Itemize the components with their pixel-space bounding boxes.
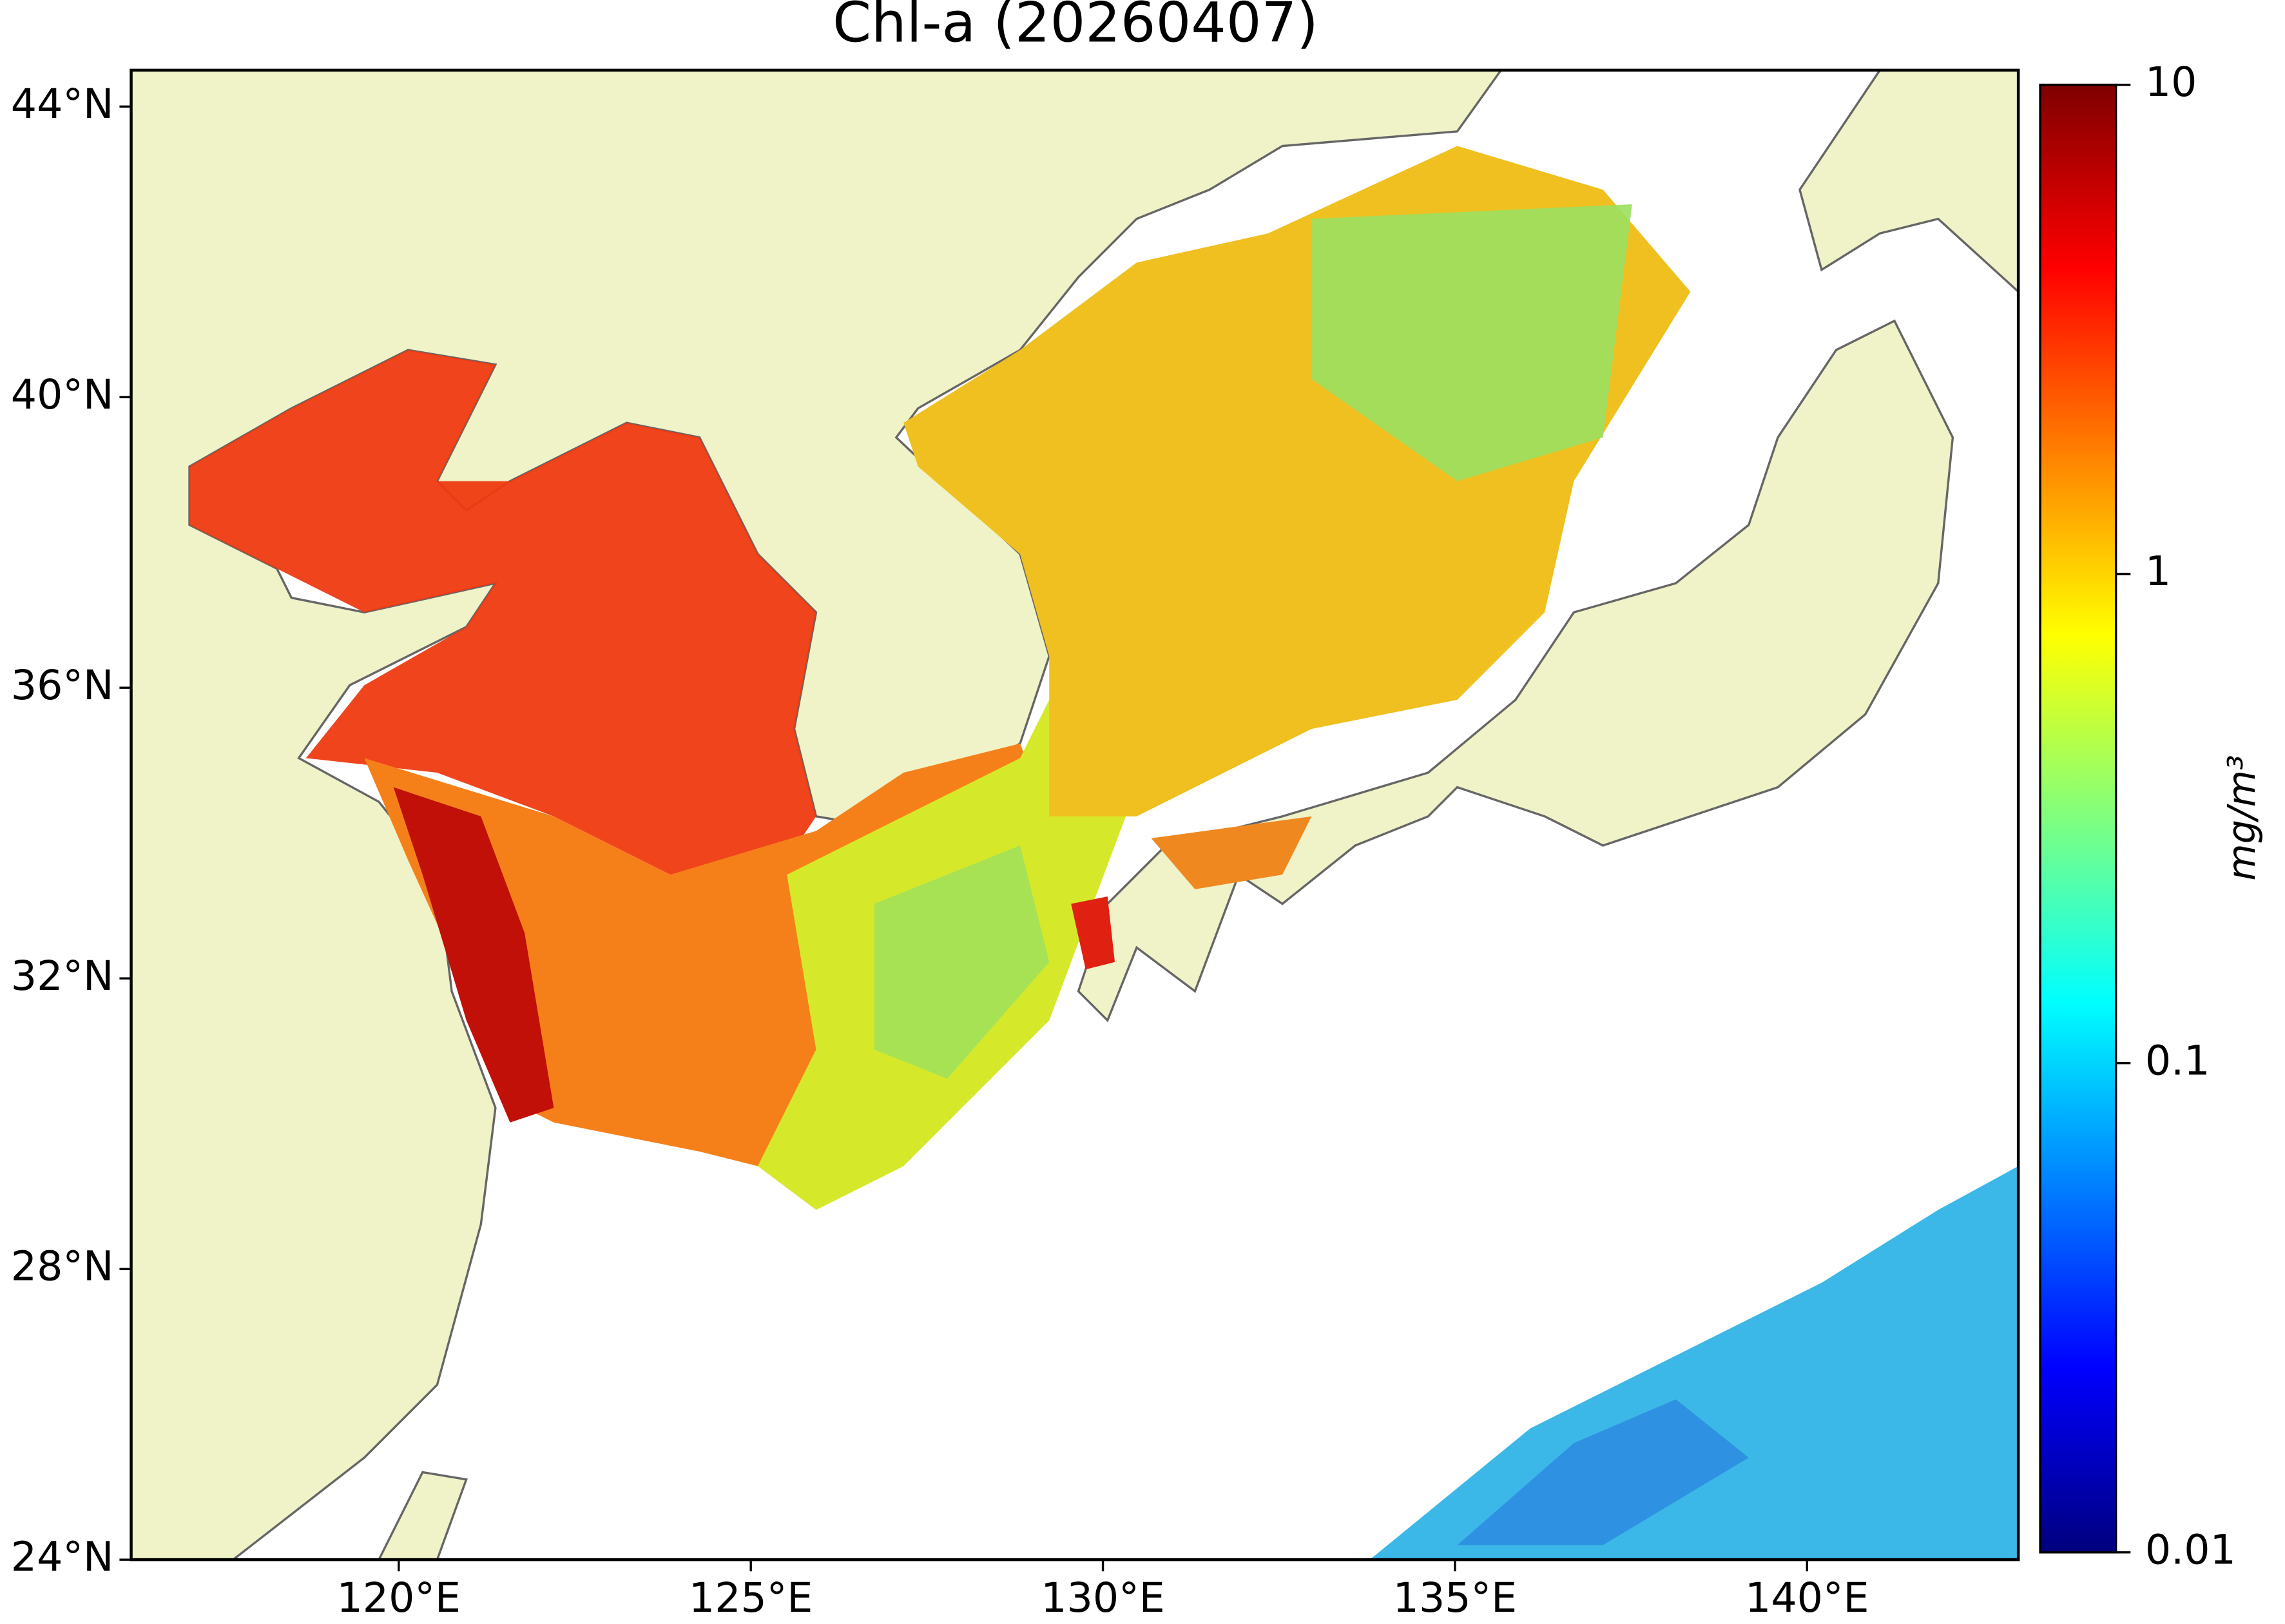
land <box>378 1471 468 1560</box>
chl-high <box>189 350 816 875</box>
chl-ocean <box>1369 1166 2019 1560</box>
x-tick-label: 130°E <box>1041 1574 1165 1621</box>
x-tick-label: 135°E <box>1393 1574 1518 1621</box>
y-tick-label: 40°N <box>11 371 114 418</box>
chl-high <box>1071 896 1115 970</box>
plot-frame <box>130 68 2020 1561</box>
y-tick-label: 44°N <box>11 80 114 128</box>
y-tick-label: 24°N <box>11 1533 114 1581</box>
colorbar-tick-label: 0.01 <box>2145 1525 2236 1573</box>
chl-river <box>393 787 554 1123</box>
y-tick-label: 28°N <box>11 1242 114 1290</box>
chl-low <box>1311 204 1632 481</box>
chart-title: Chl-a (20260407) <box>833 0 1318 55</box>
x-tick-label: 125°E <box>689 1574 813 1621</box>
x-tick-label: 140°E <box>1745 1574 1869 1621</box>
y-tick-label: 32°N <box>11 952 114 1000</box>
colorbar-tick-label: 0.1 <box>2145 1036 2210 1084</box>
chl-ocean <box>1457 1399 1749 1545</box>
x-tick-label: 120°E <box>337 1574 461 1621</box>
colorbar <box>2039 83 2117 1554</box>
colorbar-tick-label: 10 <box>2145 58 2197 106</box>
colorbar-label: mg/m³ <box>2219 755 2264 880</box>
colorbar-tick-label: 1 <box>2145 547 2171 595</box>
chl-low <box>874 846 1050 1079</box>
land <box>1798 70 2019 293</box>
chl-mid <box>1151 816 1312 889</box>
map-area <box>131 70 2019 1560</box>
y-tick-label: 36°N <box>11 661 114 709</box>
